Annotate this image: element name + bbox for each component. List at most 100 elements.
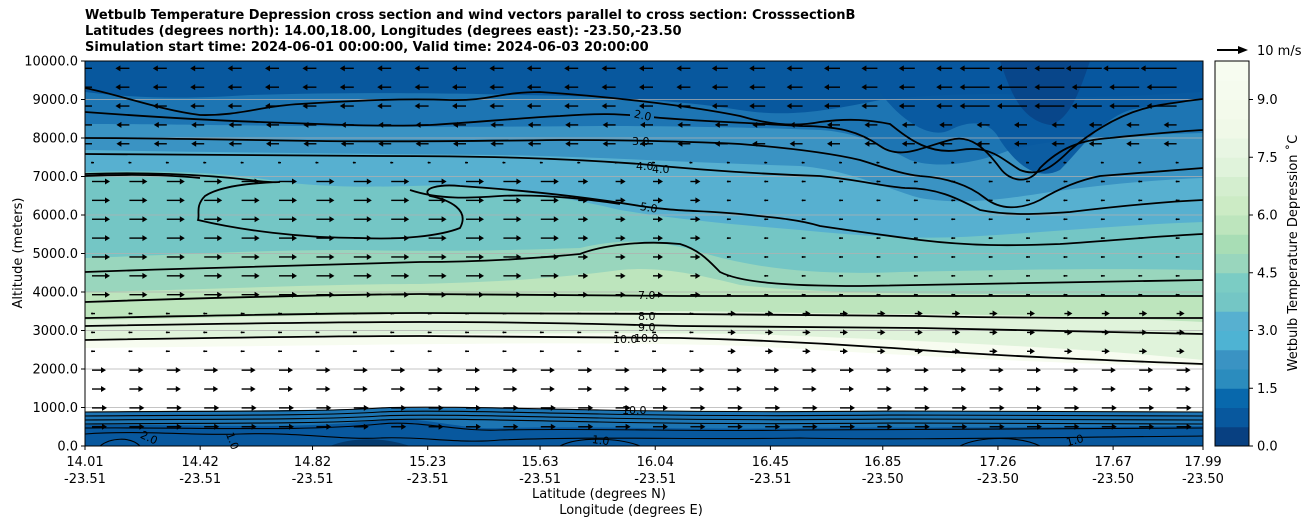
wind-vector-dot [988,293,991,296]
wind-vector-head [564,65,570,72]
wind-vector-head [142,272,148,279]
wind-vector-head [254,197,260,204]
wind-vector-head [1030,310,1035,317]
wind-vector-head [997,103,1002,110]
surface-contour-1 [85,406,1203,413]
contour-line-9 [85,293,1203,303]
wind-vector-dot [240,331,243,334]
wind-vector-head [78,84,83,90]
wind-vector-dot [764,218,767,221]
y-tick-label: 6000.0 [33,209,79,224]
wind-vector-head [625,404,631,411]
wind-vector-dot [1026,161,1028,164]
wind-vector-head [526,65,532,72]
wind-vector-head [288,367,293,374]
colorbar-band [1215,157,1249,177]
wind-vector-head [102,423,107,430]
wind-vector-head [479,253,484,260]
wind-vector-head [849,367,854,374]
wind-vector-head [1073,367,1079,374]
wind-vector-dot [764,199,767,202]
wind-vector-head [714,140,720,147]
wind-vector-dot [988,237,991,240]
wind-vector-head [302,65,308,72]
wind-vector-head [404,197,410,204]
wind-vector-head [824,84,829,91]
wind-vector-dot [1063,293,1066,296]
wind-vector-head [516,235,522,242]
wind-vector-dot [502,350,505,353]
wind-vector-head [516,291,522,298]
surface-contour-3 [85,414,1203,421]
colorbar-band [1215,99,1249,120]
wind-vector-dot [203,331,206,334]
wind-vector-dot [951,255,954,258]
contour-label-1a: 1.0 [591,433,610,448]
y-tick-label: 2000.0 [33,363,79,378]
contour-line-11 [85,321,1203,335]
wind-vector-dot [1063,237,1066,240]
wind-vector-head [441,272,447,279]
wind-vector-dot [91,312,93,315]
wind-vector-head [676,65,682,72]
wind-vector-dot [764,180,767,183]
wind-vector-head [404,235,410,242]
wind-vector-head [475,386,480,393]
wind-vector-head [139,404,145,411]
colorbar-band [1215,349,1249,370]
contour-label-10b: 10.0 [634,332,659,345]
wind-vector-head [1142,348,1148,355]
wind-vector-dot [278,161,280,164]
wind-vector-head [479,272,484,279]
wind-vector-head [228,140,234,147]
wind-vector-head [254,235,260,242]
wind-vector-head [227,65,233,72]
wind-vector-head [583,178,589,185]
wind-vector-dot [1100,274,1103,277]
wind-vector-dot [689,312,692,315]
wind-vector-head [827,121,832,128]
wind-vector-dot [315,161,318,164]
wind-vector-head [377,103,383,110]
wind-vector-head [142,197,148,204]
wind-vector-dot [801,180,804,183]
wind-vector-head [640,121,645,128]
wind-vector-head [695,291,701,298]
wind-vector-head [404,272,410,279]
fill-band-white [85,343,1203,410]
wind-vector-head [105,253,110,260]
wind-vector-head [553,178,559,185]
wind-vector-dot [465,161,467,164]
wind-vector-head [489,84,495,91]
wind-vector-head [292,272,297,279]
wind-vector-dot [203,161,206,164]
wind-vector-head [363,423,369,430]
quiver-key: 10 m/s [1217,44,1302,59]
wind-vector-head [624,367,630,374]
wind-vector-head [217,291,223,298]
wind-vector-dot [128,312,131,315]
wind-vector-head [250,367,256,374]
colorbar-band [1215,369,1249,389]
wind-vector-head [340,121,346,128]
wind-vector-head [955,348,961,355]
wind-vector-head [812,404,818,411]
wind-vector-dot [839,293,841,296]
wind-vector-dot [876,274,879,277]
wind-vector-head [190,65,196,72]
wind-vector-head [602,140,608,147]
wind-vector-dot [652,161,654,164]
wind-vector-head [676,84,682,91]
colorbar-band [1215,61,1249,81]
wind-vector-head [1030,348,1035,355]
wind-vector-head [880,348,886,355]
wind-vector-head [329,197,335,204]
wind-vector-head [265,84,270,91]
wind-vector-head [101,367,106,374]
wind-vector-head [362,386,368,393]
wind-vector-dot [352,161,355,164]
wind-vector-head [378,121,384,128]
wind-vector-head [217,235,223,242]
wind-vector-head [292,291,297,298]
wind-vector-head [898,65,904,72]
